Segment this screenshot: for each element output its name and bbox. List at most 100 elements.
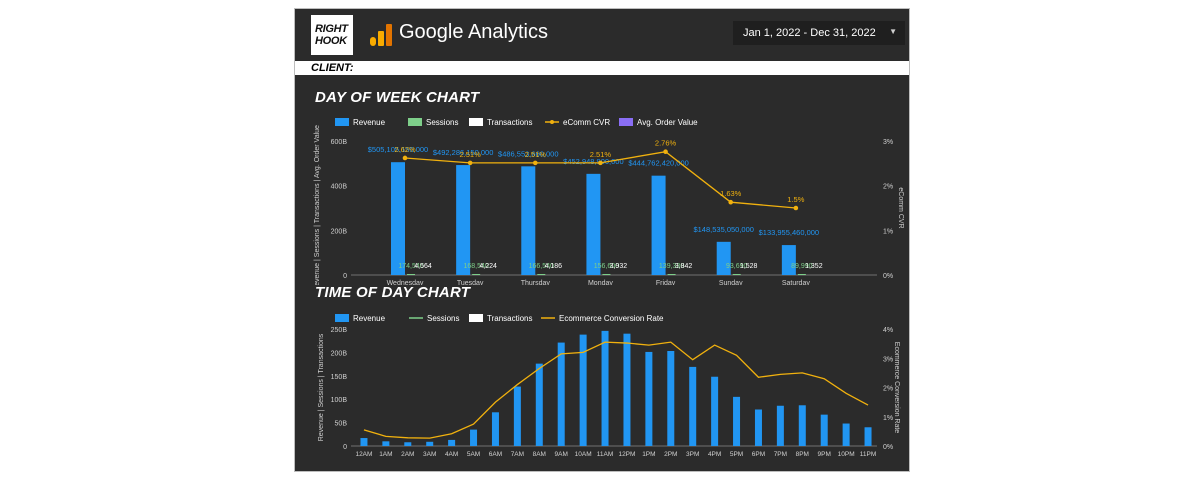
- dow-revenue-bar: [716, 241, 731, 275]
- tod-x-tick: 6PM: [752, 451, 765, 458]
- tod-x-tick: 2PM: [664, 451, 677, 458]
- dow-revenue-bar: [781, 245, 796, 275]
- tod-revenue-bar: [513, 386, 521, 446]
- dow-x-tick: Sunday: [719, 280, 743, 285]
- tod-legend-2-swatch: [469, 314, 483, 322]
- dow-y2-tick: 0%: [883, 273, 893, 280]
- dow-sessions-bar: [602, 274, 611, 275]
- tod-revenue-bar: [601, 330, 609, 446]
- tod-revenue-bar: [470, 429, 478, 446]
- dow-legend-4: Avg. Order Value: [637, 118, 698, 127]
- tod-revenue-bar: [667, 350, 675, 446]
- dow-revenue-label: $505,105,150,000: [368, 145, 428, 154]
- tod-revenue-bar: [448, 439, 456, 446]
- dow-x-tick: Tuesday: [457, 280, 484, 285]
- dow-revenue-label: $486,553,660,000: [498, 149, 558, 158]
- dow-cvr-point: [467, 160, 473, 166]
- tod-legend-1: Sessions: [427, 314, 459, 323]
- tod-x-tick: 8PM: [796, 451, 809, 458]
- date-range-value: Jan 1, 2022 - Dec 31, 2022: [743, 27, 876, 39]
- tod-x-tick: 11AM: [597, 451, 614, 458]
- dow-revenue-label: $492,286,150,000: [433, 148, 493, 157]
- dow-cvr-label: 1.5%: [787, 195, 804, 204]
- dow-sessions-bar: [732, 274, 741, 275]
- dow-revenue-label: $452,948,900,000: [563, 157, 623, 166]
- dow-x-tick: Wednesday: [387, 280, 424, 285]
- dow-y2-axis-label: eComm CVR: [897, 187, 904, 228]
- dow-y-tick: 0: [343, 273, 347, 280]
- tod-y2-tick: 4%: [883, 327, 893, 334]
- dow-cvr-label: 2.51%: [460, 150, 482, 159]
- dow-transactions-label: 4,564: [414, 263, 432, 270]
- tod-x-tick: 6AM: [489, 451, 502, 458]
- dow-y2-tick: 3%: [883, 139, 893, 146]
- tod-revenue-bar: [733, 396, 741, 446]
- tod-y2-tick: 3%: [883, 356, 893, 363]
- dow-revenue-label: $444,762,420,000: [628, 159, 688, 168]
- dashboard-frame: RIGHT HOOK Google Analytics Jan 1, 2022 …: [294, 8, 910, 472]
- dow-sessions-label: 89,990: [791, 263, 813, 270]
- tod-revenue-bar: [623, 333, 631, 446]
- chevron-down-icon: ▼: [889, 27, 897, 36]
- dow-sessions-bar: [537, 274, 546, 275]
- tod-x-tick: 5PM: [730, 451, 743, 458]
- dow-cvr-label: 1.63%: [720, 189, 742, 198]
- tod-y2-tick: 0%: [883, 444, 893, 451]
- dow-x-tick: Monday: [588, 280, 613, 285]
- dow-sessions-label: 166,540: [529, 263, 554, 270]
- tod-x-tick: 4AM: [445, 451, 458, 458]
- dow-x-tick: Thursday: [521, 280, 551, 285]
- tod-revenue-bar: [382, 441, 390, 446]
- dow-revenue-bar: [456, 165, 471, 275]
- tod-x-tick: 11PM: [860, 451, 877, 458]
- tod-revenue-bar: [535, 363, 543, 446]
- tod-x-tick: 8AM: [533, 451, 546, 458]
- dow-cvr-point: [663, 149, 668, 155]
- tod-x-tick: 1AM: [379, 451, 392, 458]
- dow-cvr-point: [793, 205, 799, 211]
- dow-transactions-label: 4,186: [545, 263, 563, 270]
- tod-legend-2: Transactions: [487, 314, 533, 323]
- tod-legend-0: Revenue: [353, 314, 386, 323]
- date-range-selector[interactable]: Jan 1, 2022 - Dec 31, 2022 ▼: [733, 21, 905, 45]
- tod-revenue-bar: [776, 405, 784, 446]
- tod-revenue-bar: [360, 438, 368, 446]
- tod-x-tick: 2AM: [401, 451, 414, 458]
- tod-x-tick: 12PM: [618, 451, 635, 458]
- dow-sessions-bar: [667, 274, 676, 275]
- dow-legend-1-swatch: [408, 118, 422, 126]
- dow-cvr-label: 2.76%: [655, 139, 677, 148]
- dow-cvr-point: [402, 155, 408, 161]
- tod-y-tick: 250B: [331, 327, 348, 334]
- dow-sessions-bar: [472, 274, 481, 275]
- tod-revenue-bar: [798, 405, 806, 446]
- dow-revenue-bar: [391, 162, 405, 275]
- tod-x-tick: 5AM: [467, 451, 480, 458]
- day-of-week-chart: Revenue Sessions Transactions eComm CVR Avg.…: [314, 118, 904, 285]
- dow-revenue-bar: [521, 166, 536, 275]
- tod-revenue-bar: [711, 376, 719, 446]
- dow-y2-tick: 2%: [883, 184, 893, 191]
- dow-revenue-bar: [651, 175, 666, 275]
- dow-sessions-bar: [797, 274, 806, 275]
- tod-revenue-bar: [557, 342, 565, 446]
- dow-revenue-label: $133,955,460,000: [759, 228, 819, 237]
- tod-y-tick: 200B: [331, 350, 348, 357]
- tod-x-tick: 3AM: [423, 451, 436, 458]
- tod-cvr-line: [363, 341, 869, 439]
- dow-sessions-label: 93,690: [726, 263, 748, 270]
- tod-x-tick: 10AM: [575, 451, 592, 458]
- dow-x-tick: Friday: [656, 280, 676, 285]
- dow-sessions-label: 156,600: [594, 263, 619, 270]
- client-label: CLIENT:: [311, 62, 354, 74]
- tod-y-tick: 50B: [335, 421, 348, 428]
- dow-x-tick: Saturday: [782, 280, 811, 285]
- tod-y2-tick: 2%: [883, 386, 893, 393]
- tod-revenue-bar: [404, 442, 412, 446]
- tod-x-tick: 1PM: [642, 451, 655, 458]
- dow-cvr-point: [598, 160, 603, 166]
- tod-revenue-bar: [820, 414, 828, 446]
- tod-x-tick: 4PM: [708, 451, 721, 458]
- tod-x-tick: 7PM: [774, 451, 787, 458]
- logo-line-2: HOOK: [315, 35, 347, 47]
